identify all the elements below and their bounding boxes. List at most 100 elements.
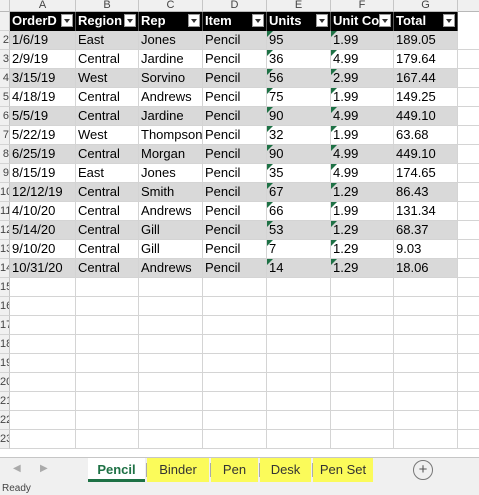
table-cell[interactable]: 53 (267, 221, 331, 240)
table-cell[interactable] (267, 430, 331, 449)
table-cell[interactable]: 6/25/19 (10, 145, 76, 164)
table-cell[interactable] (203, 354, 267, 373)
row-number[interactable]: 15 (0, 278, 10, 297)
table-cell[interactable] (458, 50, 479, 69)
sheet-tab-pen[interactable]: Pen (211, 458, 258, 482)
table-cell[interactable] (458, 278, 479, 297)
table-cell[interactable] (394, 373, 458, 392)
table-cell[interactable]: Pencil (203, 31, 267, 50)
table-cell[interactable] (10, 316, 76, 335)
table-cell[interactable]: 4.99 (331, 107, 394, 126)
table-header-cell[interactable]: Unit Co (331, 12, 394, 31)
table-cell[interactable]: 90 (267, 145, 331, 164)
table-cell[interactable] (10, 278, 76, 297)
table-cell[interactable] (76, 278, 139, 297)
filter-dropdown-icon[interactable] (443, 14, 455, 27)
table-cell[interactable] (331, 335, 394, 354)
row-number[interactable]: 18 (0, 335, 10, 354)
table-cell[interactable] (394, 297, 458, 316)
table-cell[interactable] (331, 373, 394, 392)
table-cell[interactable] (203, 335, 267, 354)
table-cell[interactable]: East (76, 31, 139, 50)
table-header-cell[interactable]: Total (394, 12, 458, 31)
row-number[interactable]: 10 (0, 183, 10, 202)
table-cell[interactable]: Central (76, 50, 139, 69)
row-number[interactable]: 9 (0, 164, 10, 183)
table-cell[interactable]: 1.99 (331, 31, 394, 50)
row-number[interactable]: 21 (0, 392, 10, 411)
table-header-cell[interactable]: OrderD (10, 12, 76, 31)
sheet-tab-pencil[interactable]: Pencil (88, 458, 145, 482)
table-cell[interactable]: 75 (267, 88, 331, 107)
table-cell[interactable] (139, 373, 203, 392)
table-cell[interactable] (458, 240, 479, 259)
row-number[interactable]: 4 (0, 69, 10, 88)
table-cell[interactable]: Central (76, 145, 139, 164)
table-cell[interactable] (10, 354, 76, 373)
prev-sheet-icon[interactable]: ◀ (13, 463, 21, 474)
table-cell[interactable] (203, 373, 267, 392)
table-cell[interactable] (458, 354, 479, 373)
table-cell[interactable]: 14 (267, 259, 331, 278)
table-cell[interactable]: 12/12/19 (10, 183, 76, 202)
table-cell[interactable]: Pencil (203, 126, 267, 145)
table-cell[interactable]: Pencil (203, 240, 267, 259)
table-cell[interactable]: 90 (267, 107, 331, 126)
table-cell[interactable]: 66 (267, 202, 331, 221)
table-cell[interactable] (458, 430, 479, 449)
table-cell[interactable] (267, 335, 331, 354)
table-cell[interactable] (458, 297, 479, 316)
table-cell[interactable] (76, 316, 139, 335)
next-sheet-icon[interactable]: ▶ (40, 463, 48, 474)
table-cell[interactable] (139, 411, 203, 430)
table-header-cell[interactable]: Rep (139, 12, 203, 31)
row-number[interactable]: 22 (0, 411, 10, 430)
row-number[interactable]: 11 (0, 202, 10, 221)
table-cell[interactable] (458, 69, 479, 88)
table-cell[interactable] (331, 316, 394, 335)
table-cell[interactable]: 1/6/19 (10, 31, 76, 50)
row-number[interactable]: 3 (0, 50, 10, 69)
table-cell[interactable] (10, 411, 76, 430)
table-cell[interactable]: Jardine (139, 50, 203, 69)
table-header-cell[interactable]: Region (76, 12, 139, 31)
table-cell[interactable] (267, 354, 331, 373)
table-cell[interactable] (10, 430, 76, 449)
table-cell[interactable]: 63.68 (394, 126, 458, 145)
table-cell[interactable]: 86.43 (394, 183, 458, 202)
table-cell[interactable]: 4.99 (331, 164, 394, 183)
table-cell[interactable]: 8/15/19 (10, 164, 76, 183)
row-number[interactable]: 12 (0, 221, 10, 240)
column-header-a[interactable]: A (10, 0, 76, 12)
table-cell[interactable] (76, 297, 139, 316)
table-cell[interactable]: Pencil (203, 69, 267, 88)
table-cell[interactable]: 4.99 (331, 50, 394, 69)
row-number[interactable]: 5 (0, 88, 10, 107)
table-cell[interactable] (458, 373, 479, 392)
row-number[interactable]: 20 (0, 373, 10, 392)
table-cell[interactable] (139, 335, 203, 354)
table-cell[interactable]: 1.29 (331, 183, 394, 202)
table-cell[interactable]: 189.05 (394, 31, 458, 50)
row-number[interactable]: 19 (0, 354, 10, 373)
table-cell[interactable]: Pencil (203, 183, 267, 202)
table-cell[interactable] (458, 411, 479, 430)
table-cell[interactable] (267, 316, 331, 335)
table-cell[interactable] (267, 297, 331, 316)
column-header-c[interactable]: C (139, 0, 203, 12)
table-cell[interactable] (203, 392, 267, 411)
row-number[interactable]: 8 (0, 145, 10, 164)
table-cell[interactable]: Pencil (203, 164, 267, 183)
table-cell[interactable]: 1.99 (331, 88, 394, 107)
table-cell[interactable]: 9.03 (394, 240, 458, 259)
column-header-b[interactable]: B (76, 0, 139, 12)
table-cell[interactable] (394, 392, 458, 411)
table-cell[interactable]: 35 (267, 164, 331, 183)
table-cell[interactable] (203, 316, 267, 335)
table-cell[interactable]: Central (76, 88, 139, 107)
table-cell[interactable]: Sorvino (139, 69, 203, 88)
table-cell[interactable]: Central (76, 107, 139, 126)
table-cell[interactable] (267, 411, 331, 430)
table-cell[interactable]: Thompson (139, 126, 203, 145)
table-cell[interactable]: 95 (267, 31, 331, 50)
